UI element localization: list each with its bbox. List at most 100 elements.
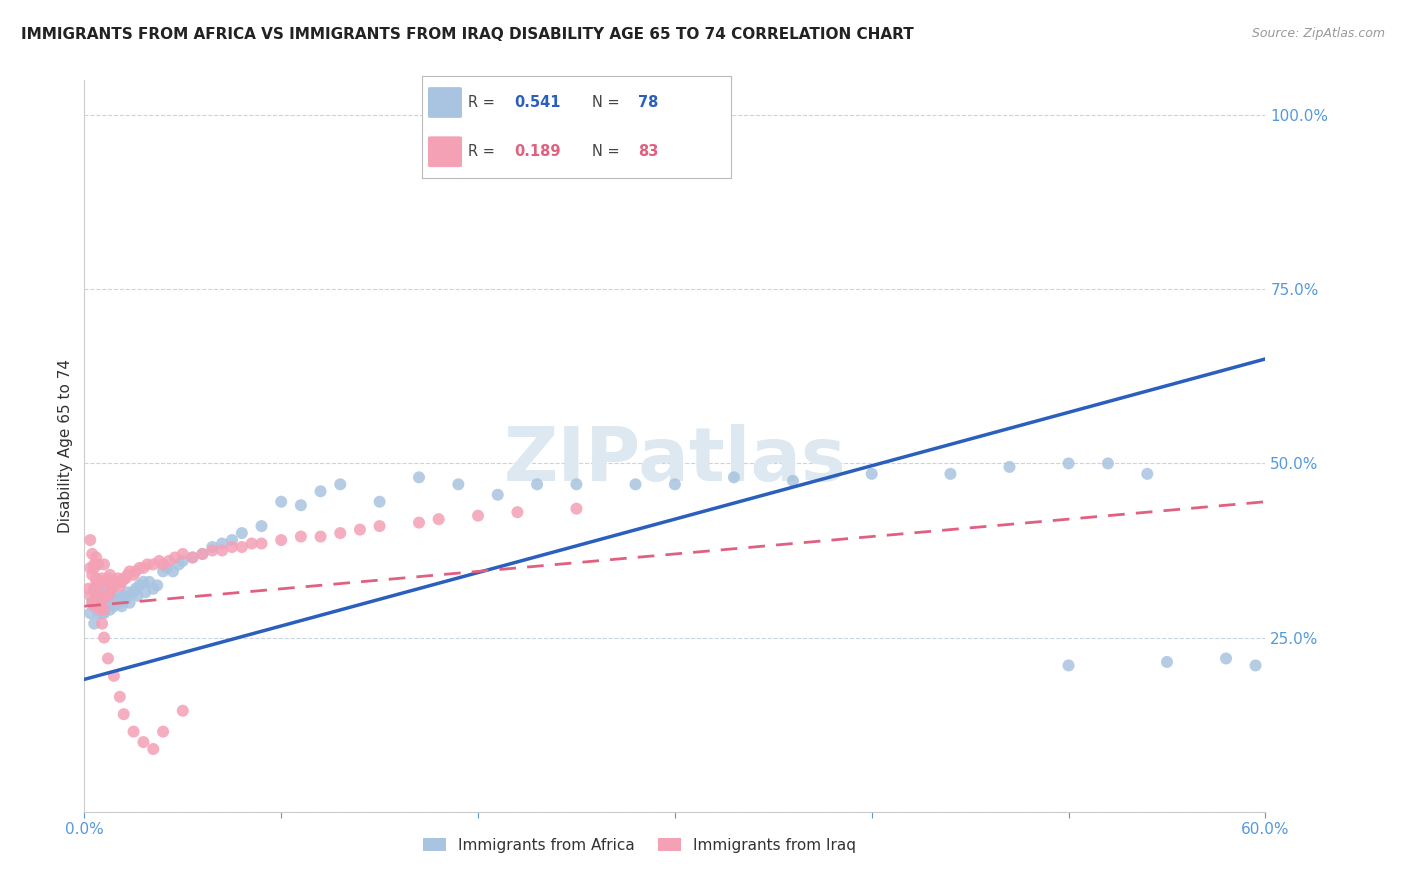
Text: N =: N =	[592, 95, 620, 110]
Point	[290, 530, 312, 544]
Point	[408, 470, 430, 484]
Point	[117, 585, 139, 599]
Point	[107, 571, 129, 585]
Point	[290, 498, 312, 512]
Text: 78: 78	[638, 95, 658, 110]
Point	[142, 558, 165, 572]
Point	[103, 599, 125, 614]
Point	[152, 724, 174, 739]
Point	[118, 596, 141, 610]
Point	[181, 550, 204, 565]
Point	[1057, 658, 1080, 673]
Point	[156, 561, 179, 575]
Point	[93, 592, 115, 607]
Point	[82, 547, 104, 561]
Point	[122, 585, 145, 599]
Point	[98, 603, 121, 617]
Point	[111, 574, 134, 589]
Point	[723, 470, 745, 484]
Point	[93, 603, 115, 617]
Point	[91, 606, 114, 620]
Point	[117, 567, 139, 582]
Point	[97, 571, 120, 585]
Point	[84, 550, 107, 565]
Point	[101, 596, 124, 610]
Point	[231, 526, 253, 541]
Point	[122, 724, 145, 739]
Point	[98, 567, 121, 582]
Point	[467, 508, 489, 523]
Point	[103, 669, 125, 683]
Point	[1136, 467, 1159, 481]
Point	[82, 596, 104, 610]
Point	[132, 561, 155, 575]
Point	[506, 505, 529, 519]
Point	[79, 561, 101, 575]
Point	[97, 596, 120, 610]
Point	[84, 571, 107, 585]
Point	[118, 565, 141, 579]
Point	[1244, 658, 1267, 673]
Point	[79, 533, 101, 547]
Text: R =: R =	[468, 145, 495, 160]
Point	[172, 554, 194, 568]
Point	[112, 707, 135, 722]
Point	[134, 585, 156, 599]
Point	[112, 571, 135, 585]
Point	[138, 574, 160, 589]
Point	[97, 589, 120, 603]
Point	[91, 616, 114, 631]
Point	[1097, 457, 1119, 471]
Point	[79, 589, 101, 603]
Point	[97, 651, 120, 665]
Point	[104, 574, 127, 589]
Point	[998, 459, 1021, 474]
Point	[172, 547, 194, 561]
Point	[77, 582, 100, 596]
Point	[82, 596, 104, 610]
Point	[91, 599, 114, 614]
Point	[368, 494, 391, 508]
Point	[108, 690, 131, 704]
Point	[128, 561, 150, 575]
Point	[84, 599, 107, 614]
Point	[329, 526, 352, 541]
Point	[122, 567, 145, 582]
Point	[84, 592, 107, 607]
Point	[427, 512, 450, 526]
Point	[250, 519, 273, 533]
Point	[84, 589, 107, 603]
Point	[83, 582, 105, 596]
Point	[93, 574, 115, 589]
Point	[132, 735, 155, 749]
Point	[142, 742, 165, 756]
Point	[98, 592, 121, 607]
Point	[146, 578, 169, 592]
Point	[93, 589, 115, 603]
Point	[250, 536, 273, 550]
Text: ZIPatlas: ZIPatlas	[503, 424, 846, 497]
Point	[87, 606, 110, 620]
Point	[349, 523, 371, 537]
Point	[221, 533, 243, 547]
Point	[201, 543, 224, 558]
Point	[191, 547, 214, 561]
Point	[163, 550, 186, 565]
Point	[82, 567, 104, 582]
Point	[782, 474, 804, 488]
Point	[181, 550, 204, 565]
Text: 83: 83	[638, 145, 658, 160]
Legend: Immigrants from Africa, Immigrants from Iraq: Immigrants from Africa, Immigrants from …	[416, 831, 862, 859]
Point	[128, 578, 150, 592]
Point	[152, 565, 174, 579]
Point	[127, 589, 149, 603]
Point	[270, 494, 292, 508]
Point	[309, 484, 332, 499]
Point	[201, 540, 224, 554]
Point	[114, 592, 136, 607]
Point	[89, 603, 111, 617]
Point	[93, 631, 115, 645]
Point	[87, 578, 110, 592]
Point	[89, 574, 111, 589]
Point	[565, 477, 588, 491]
